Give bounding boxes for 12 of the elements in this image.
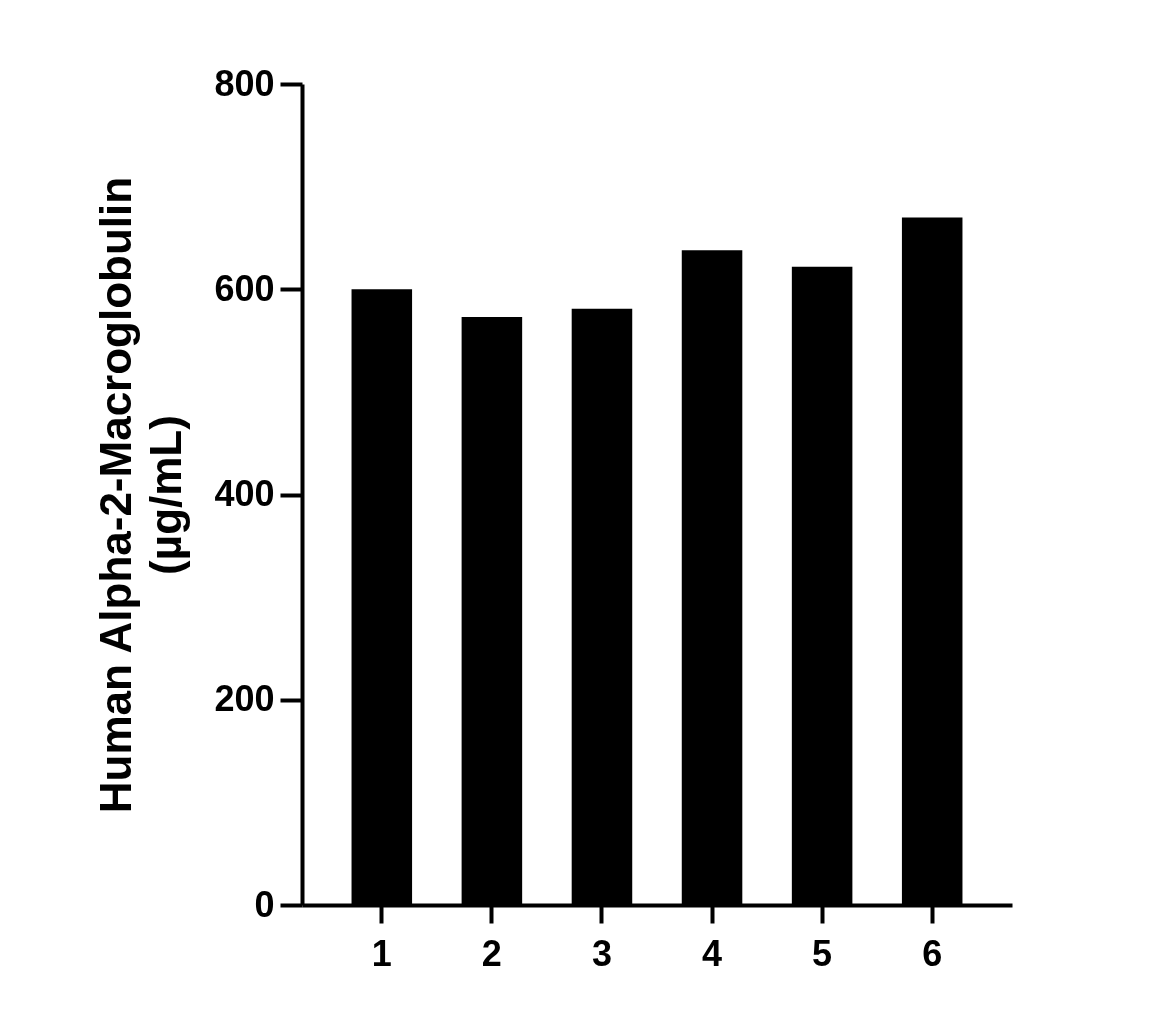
x-tick-label: 2 — [481, 932, 502, 974]
y-axis-title: Human Alpha-2-Macroglobulin (µg/mL) — [91, 176, 191, 814]
y-tick-label: 0 — [254, 883, 275, 925]
y-tick-label: 400 — [214, 473, 275, 514]
x-tick-label: 1 — [371, 932, 392, 974]
x-tick-label: 5 — [812, 932, 833, 974]
x-tick-label: 3 — [591, 932, 612, 974]
x-tick-label: 4 — [702, 932, 723, 974]
y-tick-label: 800 — [214, 62, 275, 104]
y-tick-label: 200 — [214, 678, 275, 720]
y-tick-label: 600 — [214, 267, 275, 309]
x-tick-label: 6 — [922, 932, 943, 974]
